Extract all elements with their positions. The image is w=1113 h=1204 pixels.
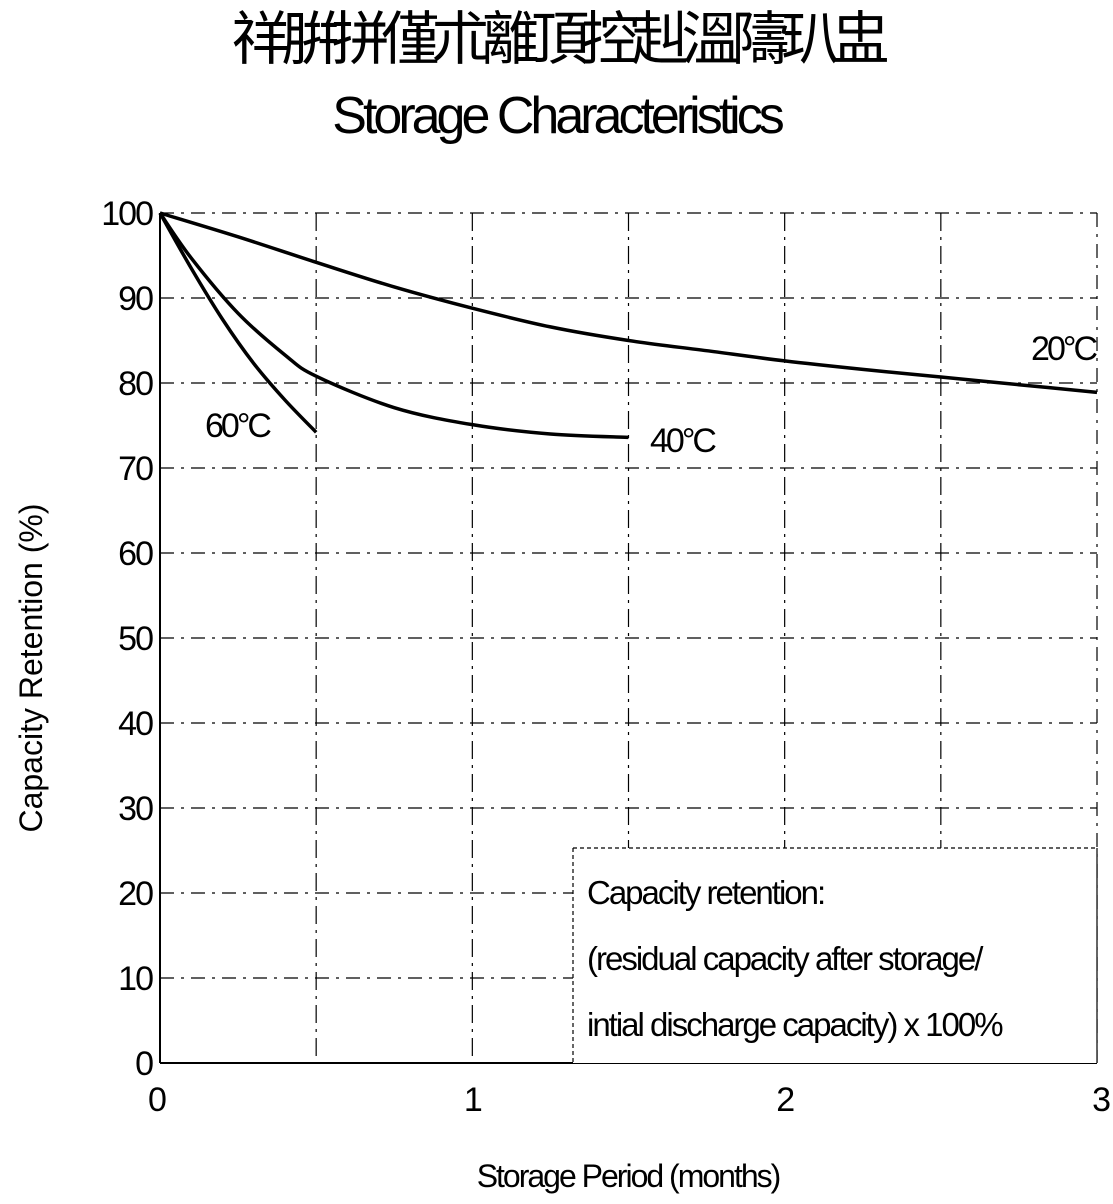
x-tick-labels: 0 1 2 3 — [148, 1081, 1112, 1119]
series-line-60c — [158, 212, 318, 434]
series-label: 60°C — [205, 407, 271, 445]
chart-title-cjk: 祥腁拼僅朮離頂控赳溫隯玐盅 — [231, 5, 889, 73]
series-lines — [158, 211, 1098, 440]
y-tick-label: 100 — [101, 195, 153, 233]
y-tick-label: 70 — [118, 450, 153, 488]
x-tick-label: 1 — [464, 1081, 482, 1119]
grid-lines — [160, 212, 1097, 1063]
y-tick-label: 40 — [118, 705, 153, 743]
series-line-40c — [158, 212, 629, 440]
annotation-line: Capacity retention: — [587, 874, 824, 911]
y-tick-label: 10 — [118, 960, 153, 998]
y-tick-label: 60 — [118, 535, 153, 573]
y-tick-label: 50 — [118, 620, 153, 658]
x-tick-label: 0 — [148, 1081, 166, 1119]
chart-title: Storage Characteristics — [332, 87, 784, 145]
annotation-background — [573, 848, 1097, 1063]
series-labels: 20°C 40°C 60°C — [205, 330, 1100, 460]
series-label: 40°C — [650, 422, 716, 460]
y-tick-label: 20 — [118, 875, 153, 913]
y-tick-label: 0 — [135, 1045, 153, 1083]
y-tick-label: 30 — [118, 790, 153, 828]
series-label: 20°C — [1031, 330, 1097, 368]
series-line-20c — [159, 211, 1098, 395]
annotation-line: (residual capacity after storage/ — [587, 940, 984, 977]
annotation-box: Capacity retention: (residual capacity af… — [572, 847, 1098, 1063]
x-tick-label: 2 — [776, 1081, 794, 1119]
y-tick-label: 90 — [118, 280, 153, 318]
y-tick-label: 80 — [118, 365, 153, 403]
y-axis-label: Capacity Retention (%) — [13, 503, 49, 832]
x-axis-label: Storage Period (months) — [477, 1158, 780, 1194]
x-tick-label: 3 — [1092, 1081, 1110, 1119]
y-tick-labels: 0 10 20 30 40 50 60 70 80 90 100 — [101, 195, 155, 1083]
annotation-line: intial discharge capacity) x 100% — [587, 1006, 1003, 1043]
